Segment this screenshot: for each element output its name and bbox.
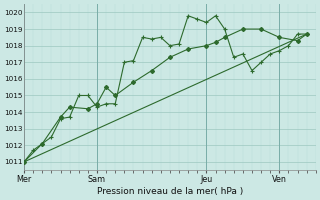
X-axis label: Pression niveau de la mer( hPa ): Pression niveau de la mer( hPa ) <box>97 187 243 196</box>
